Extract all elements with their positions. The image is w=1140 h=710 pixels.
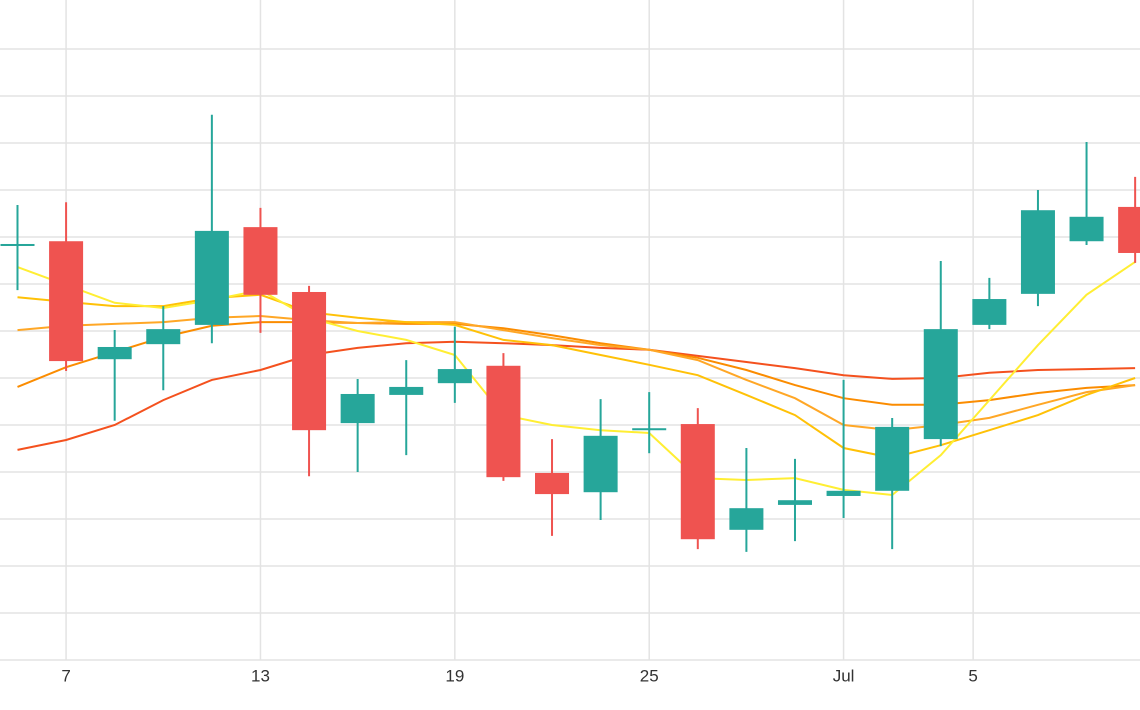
candle-body [729,508,764,530]
candle-body [972,299,1007,325]
candle-body [1069,216,1104,242]
candle-body [292,291,327,431]
moving-average-line [17,314,1136,432]
candle-body [437,369,472,384]
moving-average-line [17,340,1136,451]
candle-body [194,230,229,325]
candle-body [49,241,84,362]
candle-body [340,393,375,424]
candle-body [632,428,667,431]
candle-body [777,500,812,505]
candle-body [923,329,958,440]
moving-average-line [17,321,1136,406]
candle-body [486,365,521,478]
candle-body [826,490,861,496]
candle-body [146,329,181,345]
candle-body [535,472,570,495]
x-tick-label: 13 [251,666,270,685]
candle-body [875,426,910,491]
candle-body [243,227,278,295]
candle-body [1118,206,1140,253]
x-tick-label: Jul [833,666,855,685]
x-tick-label: 25 [640,666,659,685]
candle-body [389,386,424,395]
candle-body [680,424,715,540]
x-tick-label: 19 [445,666,464,685]
candle-body [0,243,35,246]
candle-body [97,346,132,360]
candle-body [583,435,618,493]
candle-body [1020,210,1055,294]
x-tick-label: 7 [61,666,70,685]
x-tick-label: 5 [968,666,977,685]
